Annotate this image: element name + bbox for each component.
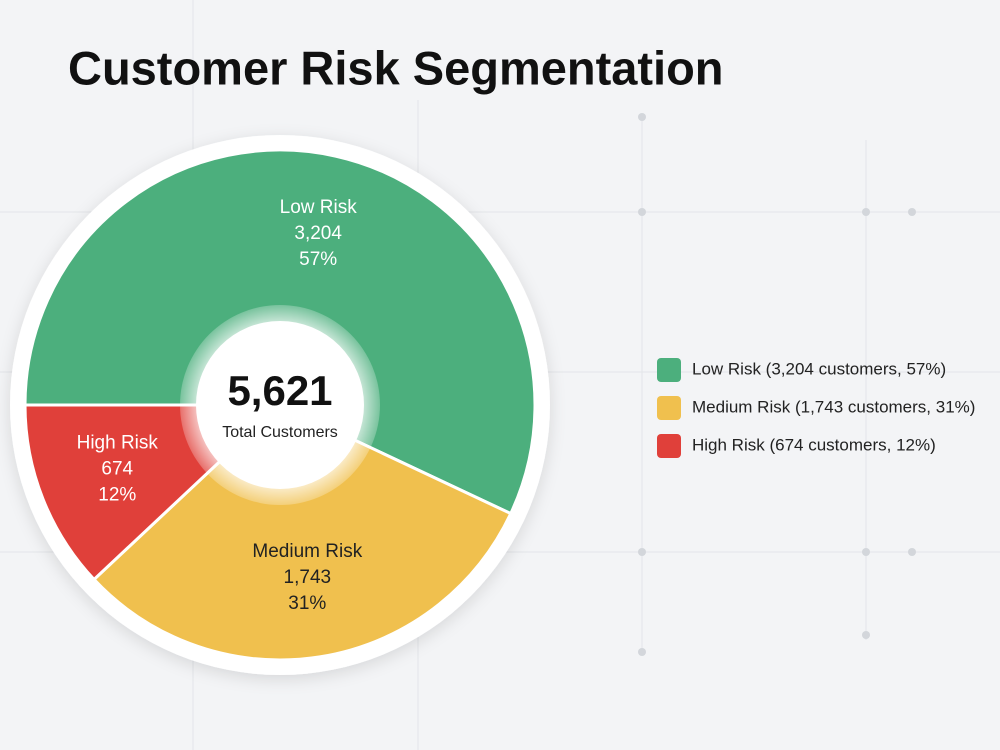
legend-label: Low Risk (3,204 customers, 57%) (692, 359, 946, 378)
total-value: 5,621 (227, 367, 332, 414)
bg-dot (638, 648, 646, 656)
pie-slice (91, 403, 513, 662)
slice-value: 3,204 (294, 223, 342, 244)
legend-swatch (657, 358, 681, 382)
slice-percent: 12% (98, 484, 136, 505)
bg-dot (638, 208, 646, 216)
legend-swatch (657, 434, 681, 458)
bg-dot (862, 631, 870, 639)
center-circle (196, 321, 364, 489)
slice-value: 1,743 (284, 567, 332, 588)
legend-label: High Risk (674 customers, 12%) (692, 435, 936, 454)
chart-title: Customer Risk Segmentation (68, 41, 724, 94)
slice-value: 674 (101, 458, 133, 479)
legend-label: Medium Risk (1,743 customers, 31%) (692, 397, 975, 416)
slice-labels: Low Risk 3,204 57% Medium Risk 1,743 31% High … (77, 197, 363, 614)
bg-dot (862, 208, 870, 216)
bg-dot (908, 548, 916, 556)
bg-dot (908, 208, 916, 216)
legend-swatch (657, 396, 681, 420)
background-dots (638, 113, 916, 656)
slice-label: Medium Risk (252, 541, 362, 562)
slice-label: Low Risk (280, 197, 358, 218)
slice-percent: 57% (299, 249, 337, 270)
bg-dot (638, 548, 646, 556)
bg-dot (638, 113, 646, 121)
bg-dot (862, 548, 870, 556)
total-caption: Total Customers (222, 424, 338, 441)
slice-label: High Risk (77, 432, 159, 453)
legend: Low Risk (3,204 customers, 57%) Medium Ri… (657, 358, 975, 458)
slice-percent: 31% (288, 593, 326, 614)
